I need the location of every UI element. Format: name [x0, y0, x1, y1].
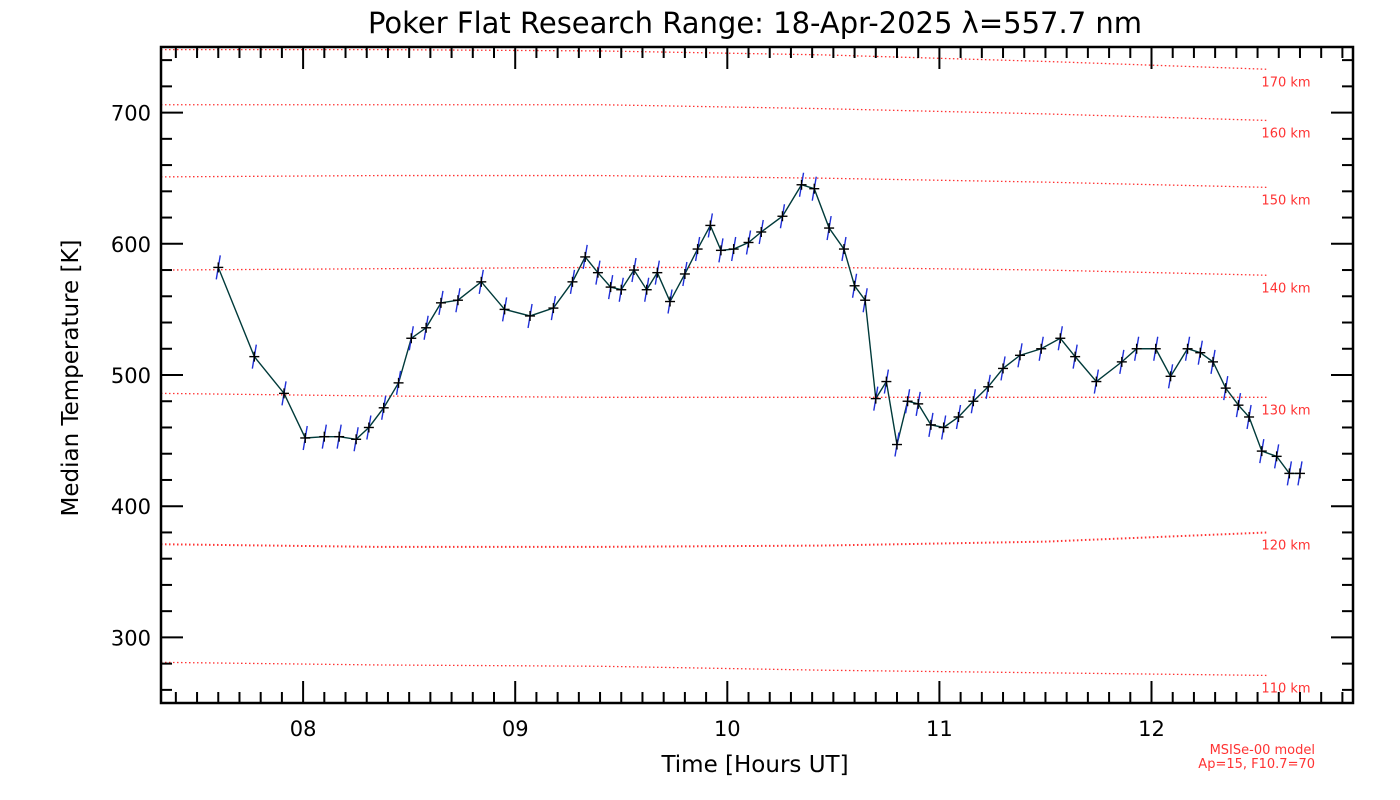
- plot-frame: [159, 45, 1355, 705]
- model-lines: 110 km 120 km 130 km 140 km 150 km 160 km 170 …: [160, 48, 1311, 696]
- x-tick-label: 10: [714, 717, 741, 741]
- x-tick-label: 11: [926, 717, 953, 741]
- y-axis-label: Median Temperature [K]: [58, 240, 84, 517]
- model-line-120km: [160, 531, 1269, 548]
- y-tick-label: 300: [111, 626, 151, 650]
- model-line-170km: [161, 48, 1269, 70]
- model-line-label: 110 km: [1261, 681, 1310, 696]
- data-series: [213, 172, 1305, 486]
- model-line-130km: [160, 392, 1269, 398]
- model-line-140km: [160, 266, 1269, 276]
- axes: 300 400 500 600 700 08 09 10 11 12: [111, 45, 1355, 741]
- model-line-label: 140 km: [1261, 281, 1310, 296]
- x-tick-label: 12: [1138, 717, 1165, 741]
- model-line-150km: [160, 174, 1269, 189]
- model-note-line: Ap=15, F10.7=70: [1198, 757, 1315, 772]
- model-note-line: MSISe-00 model: [1210, 743, 1315, 758]
- model-line-label: 160 km: [1261, 126, 1310, 141]
- model-line-label: 150 km: [1261, 193, 1310, 208]
- model-line-160km: [161, 104, 1269, 122]
- model-line-label: 120 km: [1261, 538, 1310, 553]
- model-line-110km: [160, 661, 1269, 677]
- series-line: [217, 183, 1300, 475]
- y-tick-label: 400: [111, 495, 151, 519]
- y-tick-label: 700: [111, 102, 151, 126]
- chart-title: Poker Flat Research Range: 18-Apr-2025 λ…: [368, 6, 1142, 40]
- model-line-label: 130 km: [1261, 403, 1310, 418]
- y-tick-label: 600: [111, 233, 151, 257]
- model-line-label: 170 km: [1261, 75, 1310, 90]
- x-tick-label: 08: [290, 717, 317, 741]
- x-axis-label: Time [Hours UT]: [660, 752, 848, 778]
- x-tick-label: 09: [502, 717, 529, 741]
- y-tick-label: 500: [111, 364, 151, 388]
